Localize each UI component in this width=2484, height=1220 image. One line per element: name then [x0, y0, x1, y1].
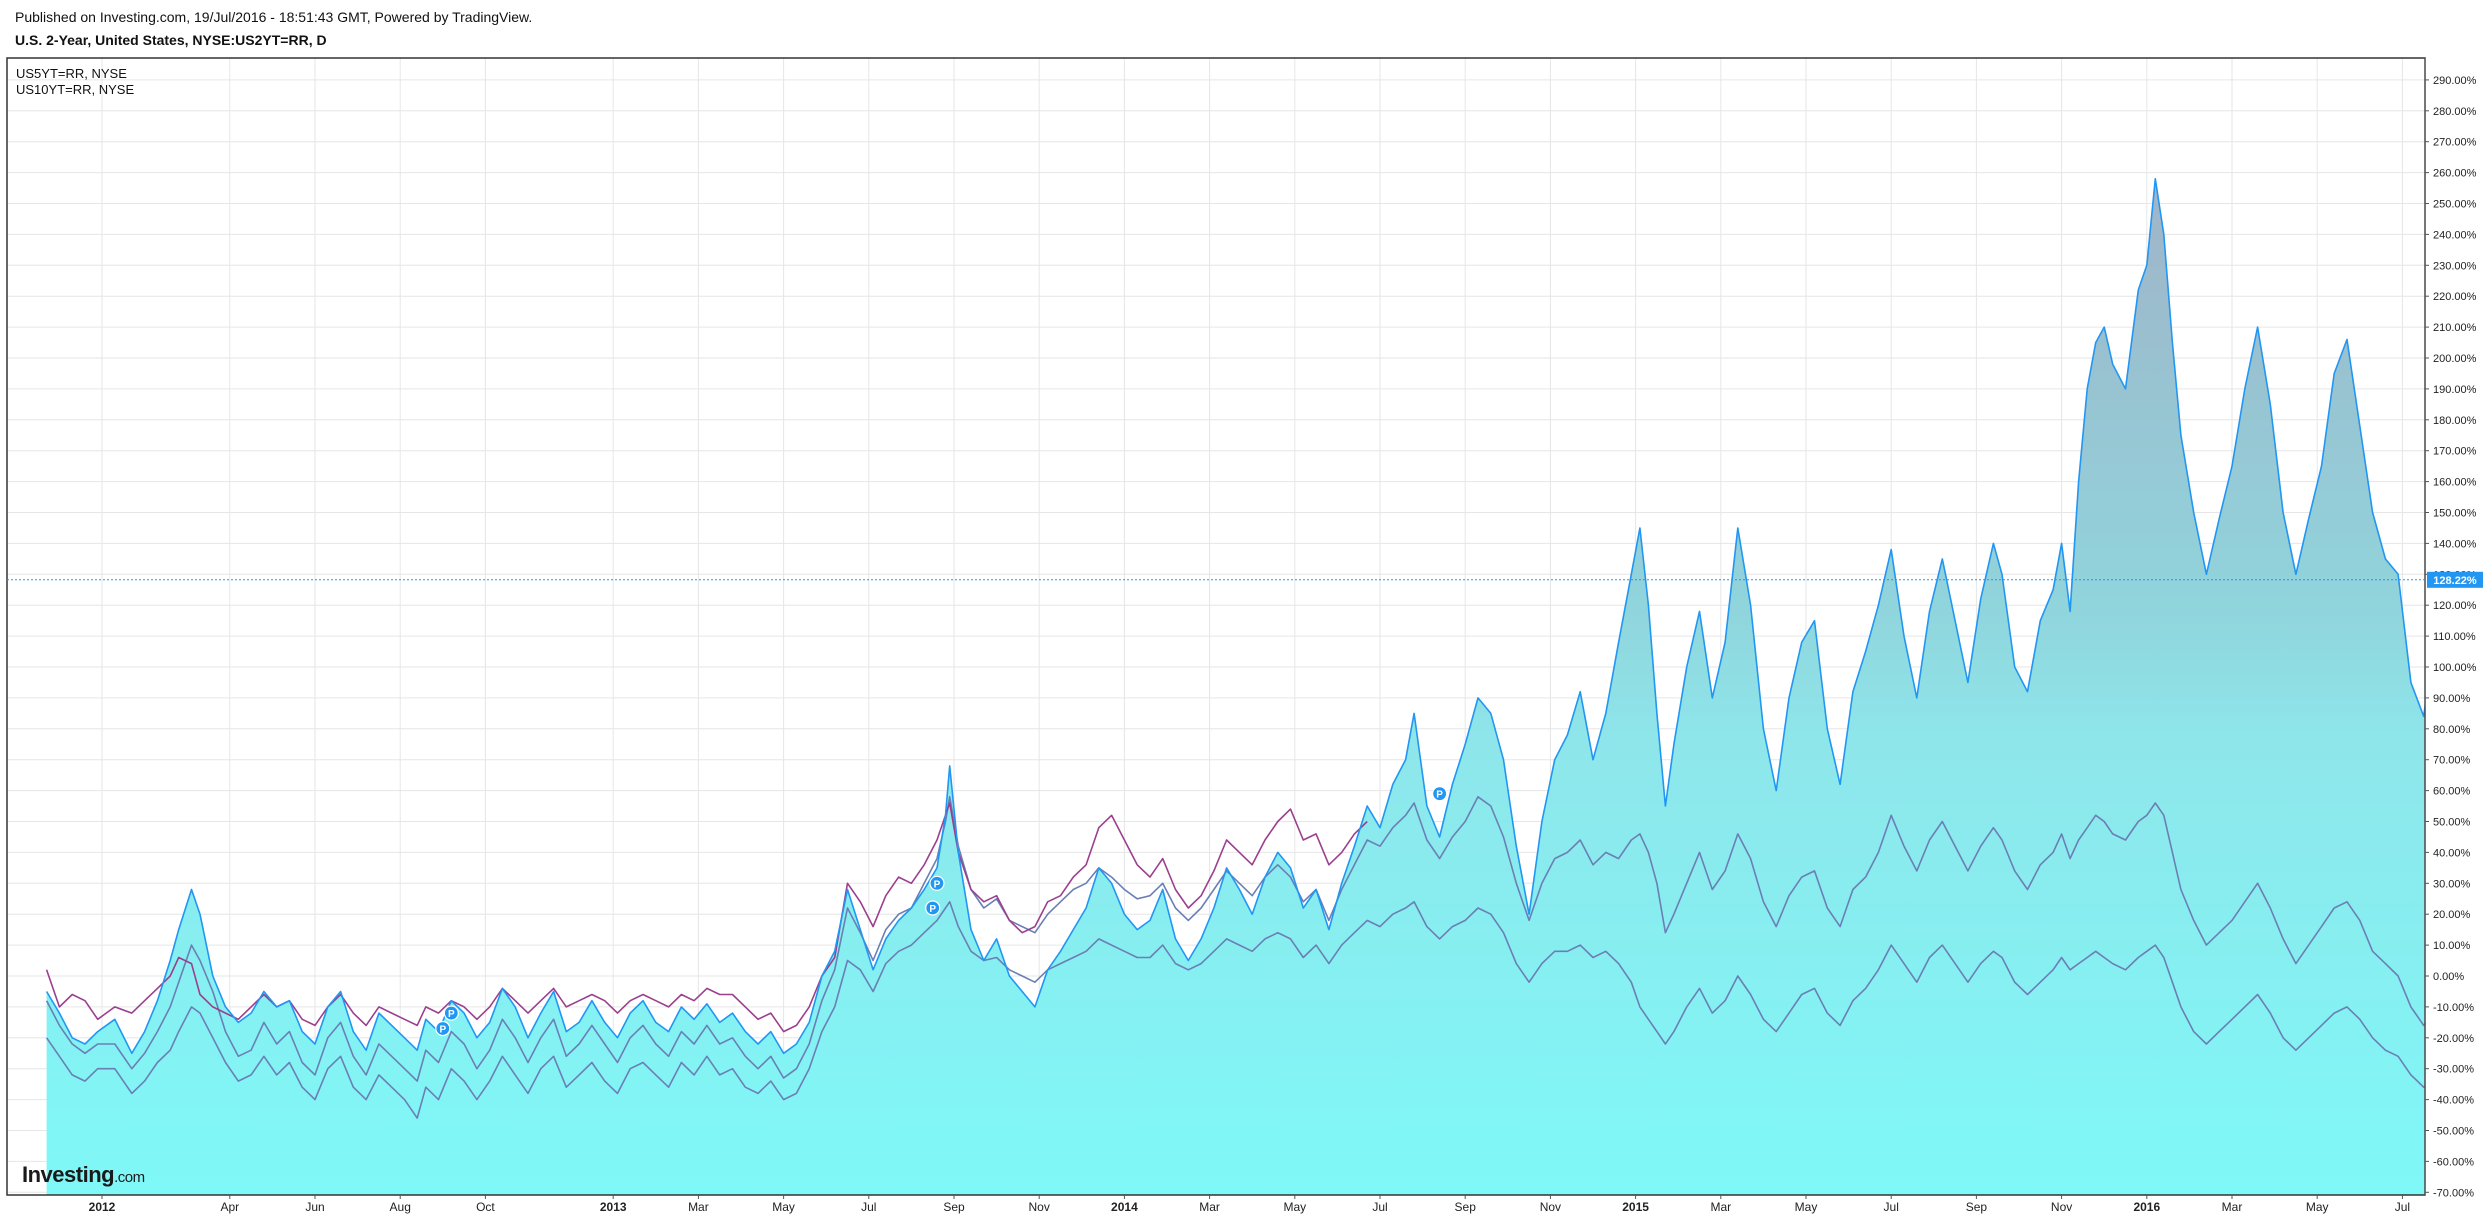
- y-tick-label: 0.00%: [2433, 971, 2464, 983]
- x-tick-label: Mar: [2222, 1200, 2243, 1214]
- y-tick-label: 260.00%: [2433, 168, 2477, 180]
- p-marker-icon[interactable]: P: [929, 875, 945, 891]
- y-tick-label: 140.00%: [2433, 538, 2477, 550]
- y-tick-label: 280.00%: [2433, 106, 2477, 118]
- legend: US5YT=RR, NYSE US10YT=RR, NYSE: [16, 66, 134, 98]
- y-tick-label: 250.00%: [2433, 199, 2477, 211]
- y-tick-label: 290.00%: [2433, 75, 2477, 87]
- y-tick-label: 60.00%: [2433, 786, 2471, 798]
- x-tick-label: May: [2306, 1200, 2329, 1214]
- y-tick-label: 170.00%: [2433, 446, 2477, 458]
- y-tick-label: -60.00%: [2433, 1156, 2474, 1168]
- x-tick-label: Nov: [1029, 1200, 1050, 1214]
- published-info: Published on Investing.com, 19/Jul/2016 …: [15, 9, 533, 25]
- x-tick-label: Jul: [2395, 1200, 2410, 1214]
- p-marker-label: P: [448, 1009, 455, 1020]
- y-tick-label: -30.00%: [2433, 1064, 2474, 1076]
- series-us5y-line: [45, 796, 2425, 1082]
- x-tick-label: 2013: [600, 1200, 627, 1214]
- y-tick-label: 80.00%: [2433, 724, 2471, 736]
- x-tick-label: Apr: [220, 1200, 239, 1214]
- y-tick-label: 120.00%: [2433, 600, 2477, 612]
- p-marker-label: P: [439, 1025, 446, 1036]
- series-main-area: [46, 178, 2425, 1195]
- p-marker-circle: [1432, 786, 1448, 802]
- x-tick-label: Sep: [943, 1200, 965, 1214]
- x-tick-label: Sep: [1455, 1200, 1477, 1214]
- logo-suffix: .com: [114, 1169, 145, 1186]
- x-axis[interactable]: 2012 Apr Jun Aug Oct 2013 Mar May Jul Sep Nov 2014 M…: [89, 1195, 2410, 1214]
- y-tick-label: 200.00%: [2433, 353, 2477, 365]
- x-tick-label: May: [772, 1200, 795, 1214]
- x-tick-label: 2016: [2133, 1200, 2160, 1214]
- x-tick-label: Jul: [1372, 1200, 1387, 1214]
- p-marker-icon[interactable]: P: [925, 900, 941, 916]
- y-tick-label: 270.00%: [2433, 137, 2477, 149]
- y-tick-label: 180.00%: [2433, 415, 2477, 427]
- y-tick-label: 30.00%: [2433, 878, 2471, 890]
- p-marker-circle: [925, 900, 941, 916]
- y-tick-label: -50.00%: [2433, 1126, 2474, 1138]
- y-tick-label: 220.00%: [2433, 291, 2477, 303]
- y-tick-label: 110.00%: [2433, 631, 2476, 643]
- y-tick-label: 100.00%: [2433, 662, 2477, 674]
- p-marker-icon[interactable]: P: [435, 1020, 451, 1037]
- y-tick-label: 190.00%: [2433, 384, 2477, 396]
- y-tick-label: 10.00%: [2433, 940, 2471, 952]
- p-marker-label: P: [929, 904, 936, 915]
- x-tick-label: 2014: [1111, 1200, 1138, 1214]
- last-value-label: 128.22%: [2433, 575, 2477, 587]
- y-tick-label: -10.00%: [2433, 1002, 2474, 1014]
- y-tick-label: 50.00%: [2433, 817, 2471, 829]
- y-tick-label: 90.00%: [2433, 693, 2471, 705]
- x-tick-label: 2015: [1622, 1200, 1649, 1214]
- x-tick-label: Sep: [1966, 1200, 1988, 1214]
- p-marker-circle: [929, 875, 945, 891]
- x-tick-label: May: [1283, 1200, 1306, 1214]
- y-tick-label: -40.00%: [2433, 1095, 2474, 1107]
- y-tick-label: 210.00%: [2433, 322, 2477, 334]
- p-markers: PPPPPP: [435, 572, 2453, 1037]
- y-tick-label: -70.00%: [2433, 1187, 2474, 1199]
- y-tick-label: 160.00%: [2433, 477, 2477, 489]
- last-value-badge: [2427, 571, 2483, 588]
- series-overlay-line: [45, 802, 1368, 1033]
- y-tick-label: 20.00%: [2433, 909, 2471, 921]
- legend-item-us5y[interactable]: US5YT=RR, NYSE: [16, 66, 127, 81]
- x-tick-label: Aug: [390, 1200, 411, 1214]
- last-value-indicator: 128.22%: [7, 571, 2483, 588]
- series-layer: [45, 178, 2425, 1195]
- investing-logo: Investing.com: [22, 1162, 145, 1188]
- x-tick-label: Nov: [1540, 1200, 1561, 1214]
- logo-main: Investing: [22, 1162, 115, 1187]
- x-tick-label: Nov: [2051, 1200, 2072, 1214]
- p-marker-label: P: [1436, 790, 1443, 801]
- x-tick-label: Mar: [1199, 1200, 1220, 1214]
- x-tick-label: Oct: [476, 1200, 495, 1214]
- p-marker-circle: [435, 1020, 451, 1037]
- p-marker-icon[interactable]: P: [443, 1005, 459, 1021]
- p-marker-icon[interactable]: P: [1432, 786, 1448, 802]
- legend-item-us10y[interactable]: US10YT=RR, NYSE: [16, 82, 135, 97]
- y-tick-label: 70.00%: [2433, 755, 2471, 767]
- y-axis[interactable]: 290.00% 280.00% 270.00% 260.00% 250.00% 240.0…: [2425, 75, 2477, 1199]
- chart-title: U.S. 2-Year, United States, NYSE:US2YT=R…: [15, 32, 327, 48]
- x-tick-label: 2012: [89, 1200, 116, 1214]
- y-tick-label: 40.00%: [2433, 847, 2471, 859]
- series-us10y-line: [45, 901, 2425, 1119]
- x-tick-label: Jul: [861, 1200, 876, 1214]
- series-main-line: [45, 178, 2425, 1055]
- x-tick-label: May: [1795, 1200, 1818, 1214]
- x-tick-label: Mar: [688, 1200, 709, 1214]
- p-marker-label: P: [934, 879, 941, 890]
- y-tick-label: -20.00%: [2433, 1033, 2474, 1045]
- p-marker-circle: [443, 1005, 459, 1021]
- x-tick-label: Mar: [1710, 1200, 1731, 1214]
- y-tick-label: 230.00%: [2433, 260, 2477, 272]
- x-tick-label: Jul: [1884, 1200, 1899, 1214]
- x-tick-label: Jun: [305, 1200, 324, 1214]
- y-tick-label: 240.00%: [2433, 229, 2477, 241]
- y-tick-label: 150.00%: [2433, 508, 2477, 520]
